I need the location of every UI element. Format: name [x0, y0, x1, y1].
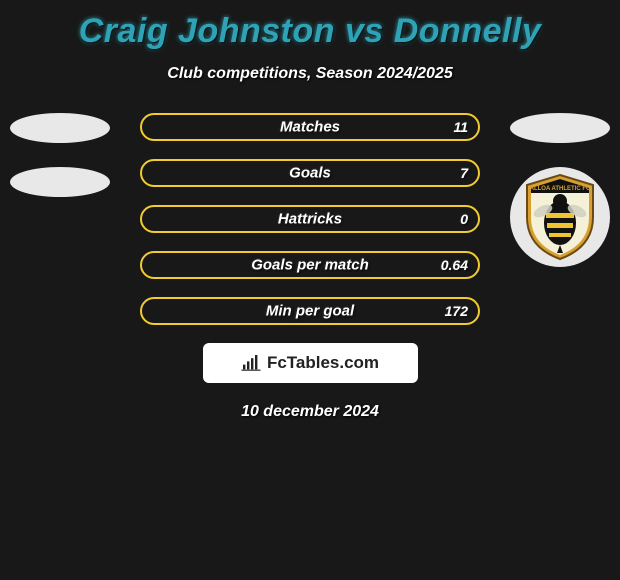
right-player-badges: ALLOA ATHLETIC FC — [510, 113, 610, 267]
stat-label: Min per goal — [266, 303, 354, 320]
left-badge-2 — [10, 167, 110, 197]
stat-right-value: 0.64 — [441, 257, 468, 273]
stat-row-goals: Goals 7 — [140, 159, 480, 187]
stat-rows: Matches 11 Goals 7 Hattricks 0 Goals per… — [140, 113, 480, 325]
branding-text: FcTables.com — [267, 353, 379, 373]
stat-right-value: 0 — [460, 211, 468, 227]
page-subtitle: Club competitions, Season 2024/2025 — [0, 65, 620, 83]
branding-badge: FcTables.com — [203, 343, 418, 383]
stat-label: Goals — [289, 165, 331, 182]
right-badge-1 — [510, 113, 610, 143]
stat-row-hattricks: Hattricks 0 — [140, 205, 480, 233]
club-crest-icon: ALLOA ATHLETIC FC — [523, 173, 597, 261]
left-player-badges — [10, 113, 110, 221]
stat-right-value: 172 — [445, 303, 468, 319]
stat-label: Hattricks — [278, 211, 342, 228]
stats-area: ALLOA ATHLETIC FC Matches 11 — [0, 113, 620, 325]
left-badge-1 — [10, 113, 110, 143]
stat-label: Goals per match — [251, 257, 369, 274]
stat-right-value: 11 — [453, 119, 468, 135]
right-badge-2: ALLOA ATHLETIC FC — [510, 167, 610, 267]
page-title: Craig Johnston vs Donnelly — [0, 0, 620, 51]
stat-row-min-per-goal: Min per goal 172 — [140, 297, 480, 325]
stat-row-matches: Matches 11 — [140, 113, 480, 141]
svg-text:ALLOA ATHLETIC FC: ALLOA ATHLETIC FC — [530, 186, 591, 192]
bar-chart-icon — [241, 355, 261, 371]
stat-label: Matches — [280, 119, 340, 136]
date-text: 10 december 2024 — [0, 403, 620, 421]
stat-right-value: 7 — [460, 165, 468, 181]
stat-row-goals-per-match: Goals per match 0.64 — [140, 251, 480, 279]
